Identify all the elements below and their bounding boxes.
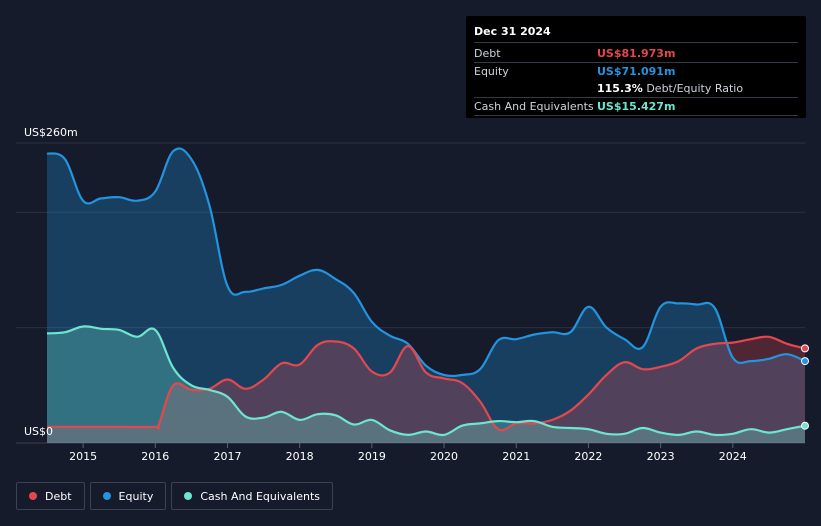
tooltip-ratio-label: Debt/Equity Ratio [646,82,744,95]
tooltip-row-equity: Equity US$71.091m [474,63,798,80]
tooltip-cash-value: US$15.427m [597,100,676,113]
legend-item-cash[interactable]: Cash And Equivalents [171,482,333,510]
x-tick-label: 2020 [430,450,458,463]
y-axis-top-label: US$260m [24,126,78,139]
equity-end-point [801,357,809,366]
x-tick-label: 2019 [358,450,386,463]
legend-item-debt[interactable]: Debt [16,482,85,510]
debt-dot-icon [29,492,37,500]
tooltip-date: Dec 31 2024 [474,24,798,43]
tooltip-debt-label: Debt [474,47,501,60]
x-tick-label: 2017 [213,450,241,463]
x-tick-label: 2016 [141,450,169,463]
equity-line [46,147,806,378]
tooltip-ratio-value: 115.3% [597,82,643,95]
legend-label-equity: Equity [118,489,154,503]
x-tick-label: 2023 [647,450,675,463]
legend-item-equity[interactable]: Equity [89,482,167,510]
tooltip-equity-value: US$71.091m [597,65,676,78]
series-areas [47,148,805,443]
tooltip-equity-label: Equity [474,65,509,78]
x-tick-label: 2024 [719,450,747,463]
cash-line [46,325,806,437]
x-tick-label: 2022 [574,450,602,463]
equity-dot-icon [102,492,111,500]
chart-legend: Debt Equity Cash And Equivalents [16,482,333,510]
debt-line [47,335,806,432]
x-tick-label: 2015 [69,450,97,463]
equity-area [47,148,805,443]
tooltip-row-ratio: 115.3% Debt/Equity Ratio [474,80,798,98]
x-axis-ticks: 2015 2016 2017 2018 2019 2020 2021 2022 2023 2024 [69,443,747,463]
legend-label-debt: Debt [45,489,72,503]
x-tick-label: 2018 [286,450,314,463]
tooltip-row-debt: Debt US$81.973m [474,45,798,63]
cash-dot-icon [184,492,193,500]
series-lines [46,147,809,437]
tooltip-row-cash: Cash And Equivalents US$15.427m [474,98,798,116]
cash-area [47,326,805,443]
y-axis-bottom-label: US$0 [24,425,53,438]
debt-area [47,336,805,443]
tooltip-debt-value: US$81.973m [597,47,676,60]
tooltip-panel: Dec 31 2024 Debt US$81.973m Equity US$71… [466,16,806,118]
tooltip-cash-label: Cash And Equivalents [474,100,594,113]
x-tick-label: 2021 [502,450,530,463]
cash-end-point [801,421,809,430]
legend-label-cash: Cash And Equivalents [200,489,320,503]
gridlines [16,142,805,444]
debt-end-point [801,344,809,353]
